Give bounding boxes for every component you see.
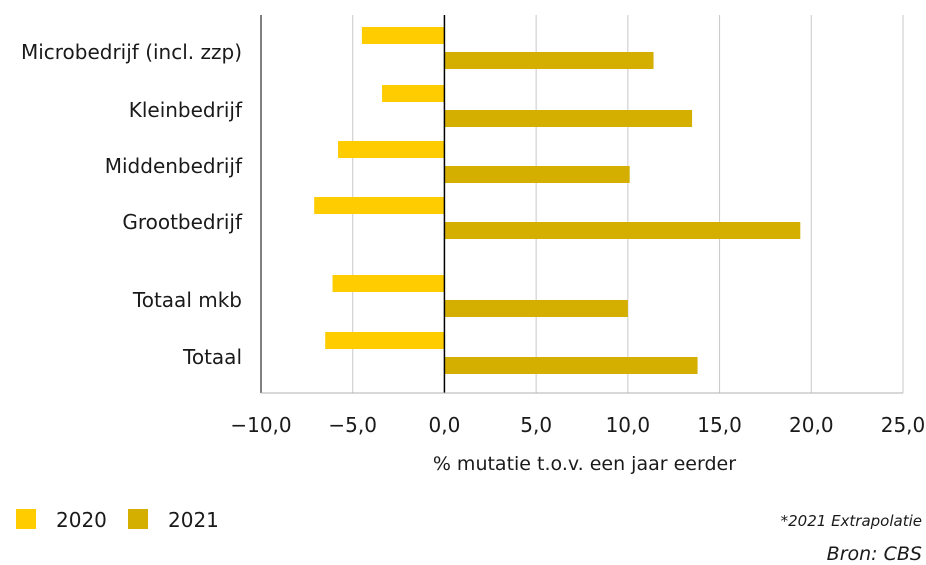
category-label: Middenbedrijf [105,154,243,178]
source-label: Bron: CBS [827,543,922,565]
gridlines [352,15,904,393]
category-label: Totaal [182,345,242,369]
x-tick-label: 10,0 [606,413,651,437]
bar-2020 [325,332,445,349]
category-label: Totaal mkb [132,288,242,312]
bars [314,27,801,374]
legend-label: 2021 [168,508,219,532]
bar-2020 [382,85,445,102]
bar-2020 [314,197,445,214]
bar-2020 [332,275,445,292]
x-tick-label: 5,0 [520,413,552,437]
x-tick-label: 15,0 [697,413,742,437]
bar-2020 [338,141,445,158]
category-labels: Microbedrijf (incl. zzp) Kleinbedrijf Midd… [21,40,243,369]
x-tick-labels: −10,0 −5,0 0,0 5,0 10,0 15,0 20,0 25,0 [230,413,925,437]
x-tick-label: 25,0 [881,413,926,437]
bar-2021 [444,166,630,183]
legend-label: 2020 [56,508,107,532]
x-tick-label: −10,0 [230,413,291,437]
bar-2020 [361,27,445,44]
category-label: Grootbedrijf [122,210,243,234]
legend-swatch-2021 [128,509,148,529]
bar-2021 [444,222,801,239]
x-axis-title: % mutatie t.o.v. een jaar eerder [433,453,736,475]
extrapolation-note: *2021 Extrapolatie [781,512,922,530]
x-tick-label: 0,0 [429,413,461,437]
legend: 2020 2021 [16,508,219,532]
category-label: Kleinbedrijf [129,98,243,122]
legend-swatch-2020 [16,509,36,529]
bar-2021 [444,52,654,69]
bar-2021 [444,300,628,317]
x-tick-label: −5,0 [328,413,377,437]
x-tick-label: 20,0 [789,413,834,437]
bar-2021 [444,110,693,127]
bar-2021 [444,357,698,374]
category-label: Microbedrijf (incl. zzp) [21,40,242,64]
